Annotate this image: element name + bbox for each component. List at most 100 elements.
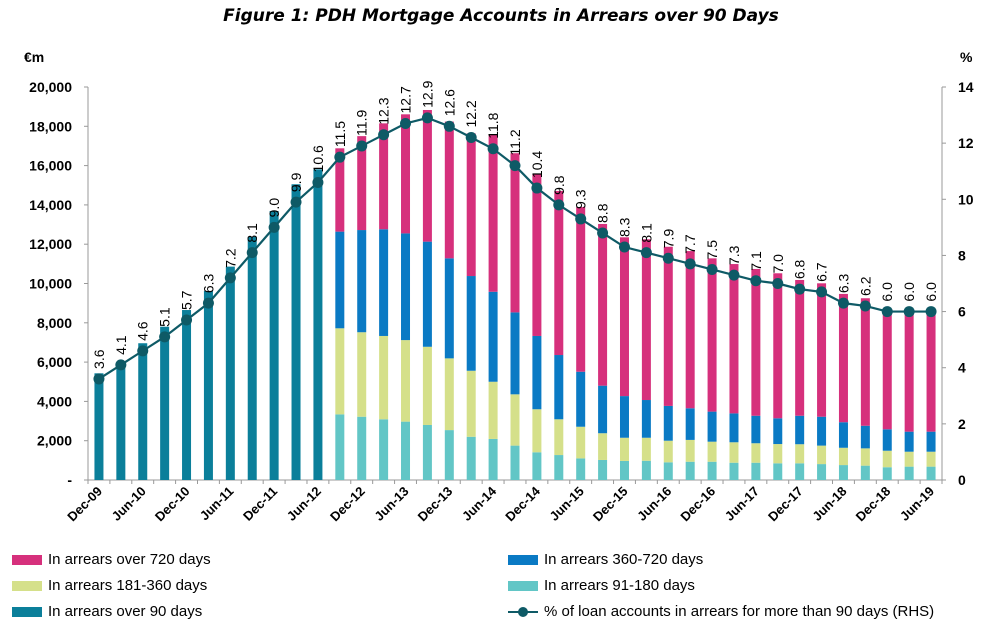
bar-segment: [641, 460, 651, 480]
bar-segment: [817, 416, 827, 446]
left-tick-label: -: [67, 472, 72, 488]
bar-segment: [795, 415, 805, 445]
legend-label: In arrears over 720 days: [48, 551, 211, 568]
x-tick-label: Dec-12: [327, 484, 368, 525]
legend-label: In arrears over 90 days: [48, 603, 203, 620]
legend-swatch: [12, 554, 42, 565]
bar-segment: [619, 237, 629, 397]
bar-segment: [357, 230, 367, 333]
bar-segment: [817, 283, 827, 417]
bar-segment: [904, 311, 914, 432]
bar-segment: [488, 381, 498, 439]
pct-marker: [93, 373, 105, 385]
pct-data-label: 9.8: [551, 175, 567, 195]
left-tick-label: 10,000: [29, 276, 72, 292]
right-tick-label: 8: [958, 247, 966, 263]
pct-marker: [772, 278, 784, 289]
bar-segment: [510, 394, 520, 446]
pct-data-label: 12.3: [376, 97, 392, 124]
bar-segment: [225, 266, 235, 480]
left-tick-label: 14,000: [29, 197, 72, 213]
bar-segment: [554, 355, 564, 420]
pct-marker: [268, 221, 280, 233]
bar-segment: [576, 207, 586, 372]
bar-segment: [773, 273, 783, 419]
x-tick-label: Jun-14: [459, 483, 500, 524]
bar-segment: [663, 440, 673, 463]
pct-marker: [903, 306, 915, 318]
bar-segment: [488, 134, 498, 292]
x-tick-label: Jun-10: [109, 484, 149, 524]
bar-segment: [838, 447, 848, 466]
bar-segment: [882, 429, 892, 451]
bar-segment: [860, 465, 870, 480]
pct-data-label: 11.9: [354, 110, 370, 136]
bar-segment: [882, 467, 892, 480]
legend-label: In arrears 360-720 days: [544, 551, 704, 568]
bar-segment: [335, 414, 345, 480]
pct-data-label: 6.2: [857, 276, 873, 296]
x-tick-label: Dec-11: [240, 484, 280, 524]
pct-data-label: 11.5: [332, 121, 348, 147]
pct-marker: [597, 227, 609, 239]
bar-segment: [773, 418, 783, 445]
bar-segment: [335, 148, 345, 232]
bar-segment: [576, 371, 586, 427]
pct-marker: [356, 140, 368, 152]
bar-segment: [203, 290, 213, 480]
pct-marker: [181, 314, 193, 326]
pct-data-label: 6.3: [200, 273, 216, 293]
bar-segment: [510, 445, 520, 480]
bar-segment: [751, 268, 761, 416]
pct-data-label: 5.1: [157, 307, 173, 327]
bar-segment: [269, 210, 279, 480]
pct-marker: [750, 275, 762, 287]
chart-title: Figure 1: PDH Mortgage Accounts in Arrea…: [223, 6, 779, 26]
bar-segment: [379, 229, 389, 336]
pct-data-label: 11.8: [485, 112, 501, 138]
pct-data-label: 12.9: [419, 80, 435, 107]
pct-data-label: 11.2: [507, 129, 523, 155]
bar-segment: [663, 246, 673, 406]
pct-data-label: 8.1: [638, 223, 654, 243]
legend-item-pct-line: % of loan accounts in arrears for more t…: [508, 603, 934, 620]
bar-segment: [860, 298, 870, 426]
bar-segment: [838, 465, 848, 480]
pct-data-label: 6.7: [814, 262, 830, 282]
bar-segment: [926, 311, 936, 432]
legend-item-360-720: In arrears 360-720 days: [508, 551, 703, 568]
bar-segment: [926, 466, 936, 480]
pct-marker: [553, 199, 565, 211]
bar-segment: [182, 310, 192, 480]
left-tick-label: 12,000: [29, 236, 72, 252]
bar-segment: [160, 326, 170, 480]
bar-segment: [795, 463, 805, 480]
bar-segment: [685, 439, 695, 462]
x-tick-label: Dec-16: [677, 484, 718, 525]
pct-data-label: 12.6: [441, 89, 457, 116]
bar-segment: [641, 400, 651, 438]
x-tick-label: Dec-17: [765, 484, 806, 525]
legend-label: % of loan accounts in arrears for more t…: [544, 603, 935, 620]
bar-segment: [422, 346, 432, 425]
pct-data-label: 4.1: [113, 335, 129, 355]
bar-segment: [795, 444, 805, 464]
x-tick-label: Jun-19: [897, 484, 937, 524]
bar-segment: [379, 123, 389, 230]
bar-segment: [685, 461, 695, 480]
left-tick-label: 20,000: [29, 79, 72, 95]
bar-segment: [904, 466, 914, 480]
pct-marker: [618, 241, 630, 253]
right-tick-label: 0: [958, 472, 966, 488]
x-tick-label: Dec-15: [590, 484, 631, 525]
bar-segment: [532, 409, 542, 453]
right-tick-label: 2: [958, 416, 966, 432]
bar-segment: [401, 421, 411, 480]
pct-marker: [706, 263, 718, 275]
bar-segment: [357, 416, 367, 480]
x-tick-label: Jun-17: [722, 484, 762, 524]
bar-segment: [532, 174, 542, 336]
pct-marker: [662, 252, 674, 264]
bar-segment: [576, 458, 586, 480]
bar-segment: [751, 415, 761, 444]
